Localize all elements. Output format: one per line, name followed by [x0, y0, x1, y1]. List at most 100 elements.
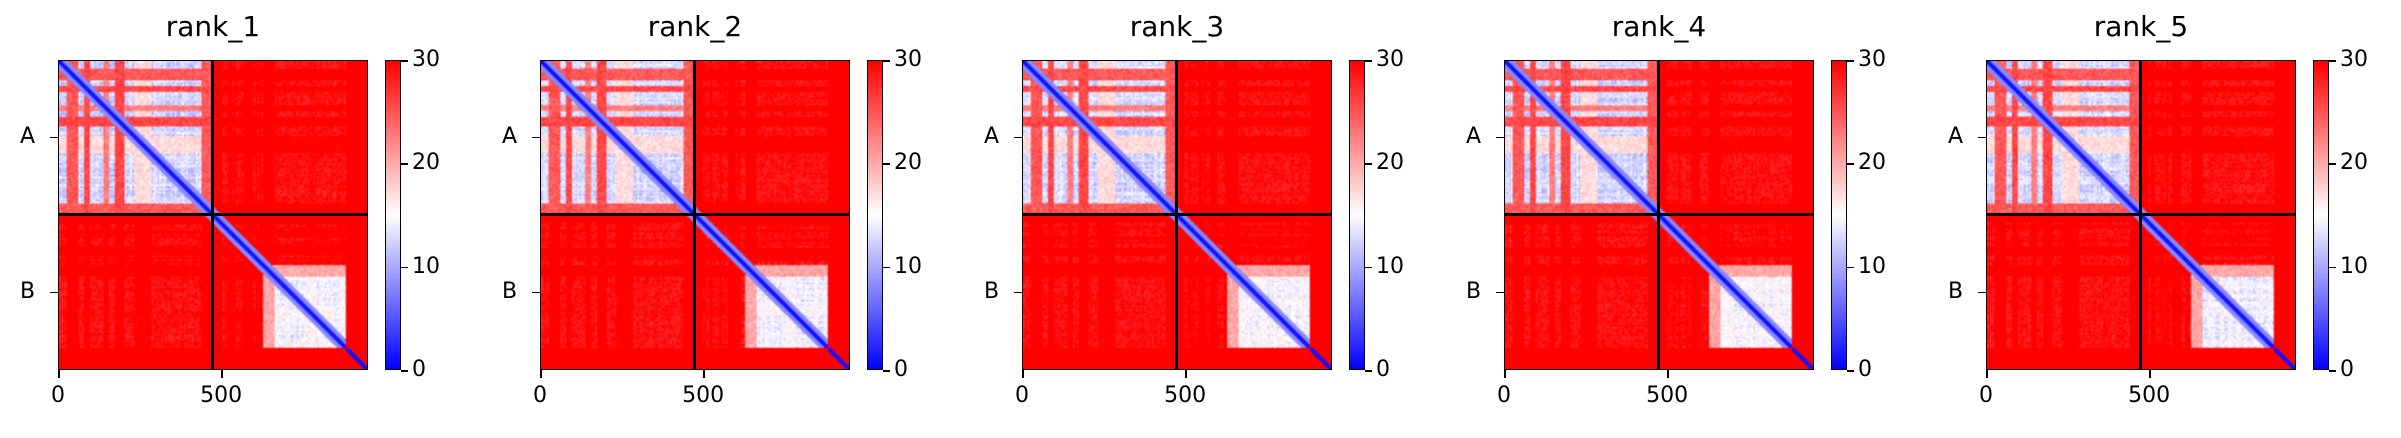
y-tick-label-chain-b: B [1948, 278, 1964, 304]
colorbar-tick [1847, 60, 1854, 62]
colorbar-tick-label: 0 [1858, 357, 1872, 382]
colorbar-tick-label: 10 [894, 253, 922, 279]
x-tick [1185, 370, 1187, 378]
y-tick-label-chain-a: A [502, 123, 518, 149]
chain-divider-horizontal [1987, 212, 2295, 216]
colorbar-tick-label: 30 [2340, 47, 2368, 72]
heatmap-plot [1986, 60, 2296, 370]
colorbar-tick-label: 20 [412, 150, 440, 176]
x-tick-label: 500 [200, 383, 243, 408]
colorbar-tick [2329, 60, 2336, 62]
y-tick [1496, 136, 1504, 139]
colorbar-tick [2329, 163, 2336, 165]
colorbar [867, 60, 883, 370]
colorbar-tick [2329, 370, 2336, 372]
y-tick [532, 291, 540, 294]
y-tick-label-chain-b: B [1466, 278, 1482, 304]
chart-title: rank_1 [165, 10, 261, 43]
colorbar [385, 60, 401, 370]
x-tick [1986, 370, 1988, 378]
colorbar-tick-label: 10 [2340, 253, 2368, 279]
chart-title: rank_3 [1129, 10, 1225, 43]
x-tick-label: 500 [682, 383, 725, 408]
y-tick [50, 291, 58, 294]
colorbar-tick [401, 60, 408, 62]
y-tick [1014, 136, 1022, 139]
colorbar-tick [883, 266, 890, 269]
chain-divider-horizontal [59, 212, 367, 216]
y-tick [1496, 291, 1504, 294]
heatmap-plot [1022, 60, 1332, 370]
colorbar [1831, 60, 1847, 370]
x-tick-label: 0 [51, 383, 65, 408]
colorbar-tick-label: 20 [1858, 150, 1886, 176]
colorbar-tick-label: 30 [894, 47, 922, 72]
y-tick [1978, 136, 1986, 139]
x-tick-label: 0 [1497, 383, 1511, 408]
y-tick [1978, 291, 1986, 294]
colorbar-tick-label: 20 [894, 150, 922, 176]
x-tick [221, 370, 223, 378]
chart-panel-2: rank_2 A B 0 500 0 10 20 30 [482, 0, 942, 438]
chart-title: rank_5 [2093, 10, 2189, 43]
chart-title: rank_2 [647, 10, 743, 43]
x-tick-label: 0 [533, 383, 547, 408]
colorbar-tick-label: 10 [412, 253, 440, 279]
chain-divider-horizontal [1023, 212, 1331, 216]
x-tick [1667, 370, 1669, 378]
colorbar-tick-label: 0 [2340, 357, 2354, 382]
x-tick [703, 370, 705, 378]
x-tick [1504, 370, 1506, 378]
x-tick-label: 0 [1979, 383, 1993, 408]
colorbar-tick [1365, 60, 1372, 62]
chain-divider-horizontal [1505, 212, 1813, 216]
colorbar-tick [1847, 163, 1854, 165]
chart-panel-4: rank_4 A B 0 500 0 10 20 30 [1446, 0, 1906, 438]
colorbar-tick [401, 370, 408, 372]
colorbar-tick-label: 20 [2340, 150, 2368, 176]
x-tick-label: 0 [1015, 383, 1029, 408]
colorbar-tick-label: 10 [1376, 253, 1404, 279]
chart-panel-1: rank_1 A B 0 500 0 10 20 30 [0, 0, 460, 438]
colorbar-tick [883, 370, 890, 372]
colorbar-tick [401, 266, 408, 269]
y-tick [1014, 291, 1022, 294]
colorbar-tick [883, 163, 890, 165]
chart-title: rank_4 [1611, 10, 1707, 43]
y-tick-label-chain-b: B [984, 278, 1000, 304]
y-tick-label-chain-a: A [1466, 123, 1482, 149]
y-tick-label-chain-a: A [20, 123, 36, 149]
x-tick [1022, 370, 1024, 378]
x-tick-label: 500 [2128, 383, 2171, 408]
colorbar-tick [2329, 266, 2336, 269]
y-tick [532, 136, 540, 139]
colorbar-tick [1847, 266, 1854, 269]
heatmap-plot [540, 60, 850, 370]
y-tick-label-chain-b: B [502, 278, 518, 304]
colorbar-tick [1365, 163, 1372, 165]
colorbar-tick [1365, 266, 1372, 269]
colorbar-tick-label: 0 [1376, 357, 1390, 382]
colorbar-tick [883, 60, 890, 62]
y-tick-label-chain-a: A [1948, 123, 1964, 149]
x-tick-label: 500 [1646, 383, 1689, 408]
colorbar-tick-label: 30 [412, 47, 440, 72]
colorbar-tick-label: 0 [894, 357, 908, 382]
colorbar [2313, 60, 2329, 370]
colorbar-tick-label: 30 [1858, 47, 1886, 72]
x-tick [540, 370, 542, 378]
y-tick-label-chain-a: A [984, 123, 1000, 149]
y-tick-label-chain-b: B [20, 278, 36, 304]
x-tick-label: 500 [1164, 383, 1207, 408]
heatmap-plot [58, 60, 368, 370]
heatmap-plot [1504, 60, 1814, 370]
chart-panel-3: rank_3 A B 0 500 0 10 20 30 [964, 0, 1424, 438]
colorbar-tick-label: 10 [1858, 253, 1886, 279]
chart-panel-5: rank_5 A B 0 500 0 10 20 30 [1928, 0, 2388, 438]
colorbar-tick-label: 20 [1376, 150, 1404, 176]
colorbar-tick [1847, 370, 1854, 372]
y-tick [50, 136, 58, 139]
colorbar-tick [1365, 370, 1372, 372]
chain-divider-horizontal [541, 212, 849, 216]
colorbar-tick [401, 163, 408, 165]
